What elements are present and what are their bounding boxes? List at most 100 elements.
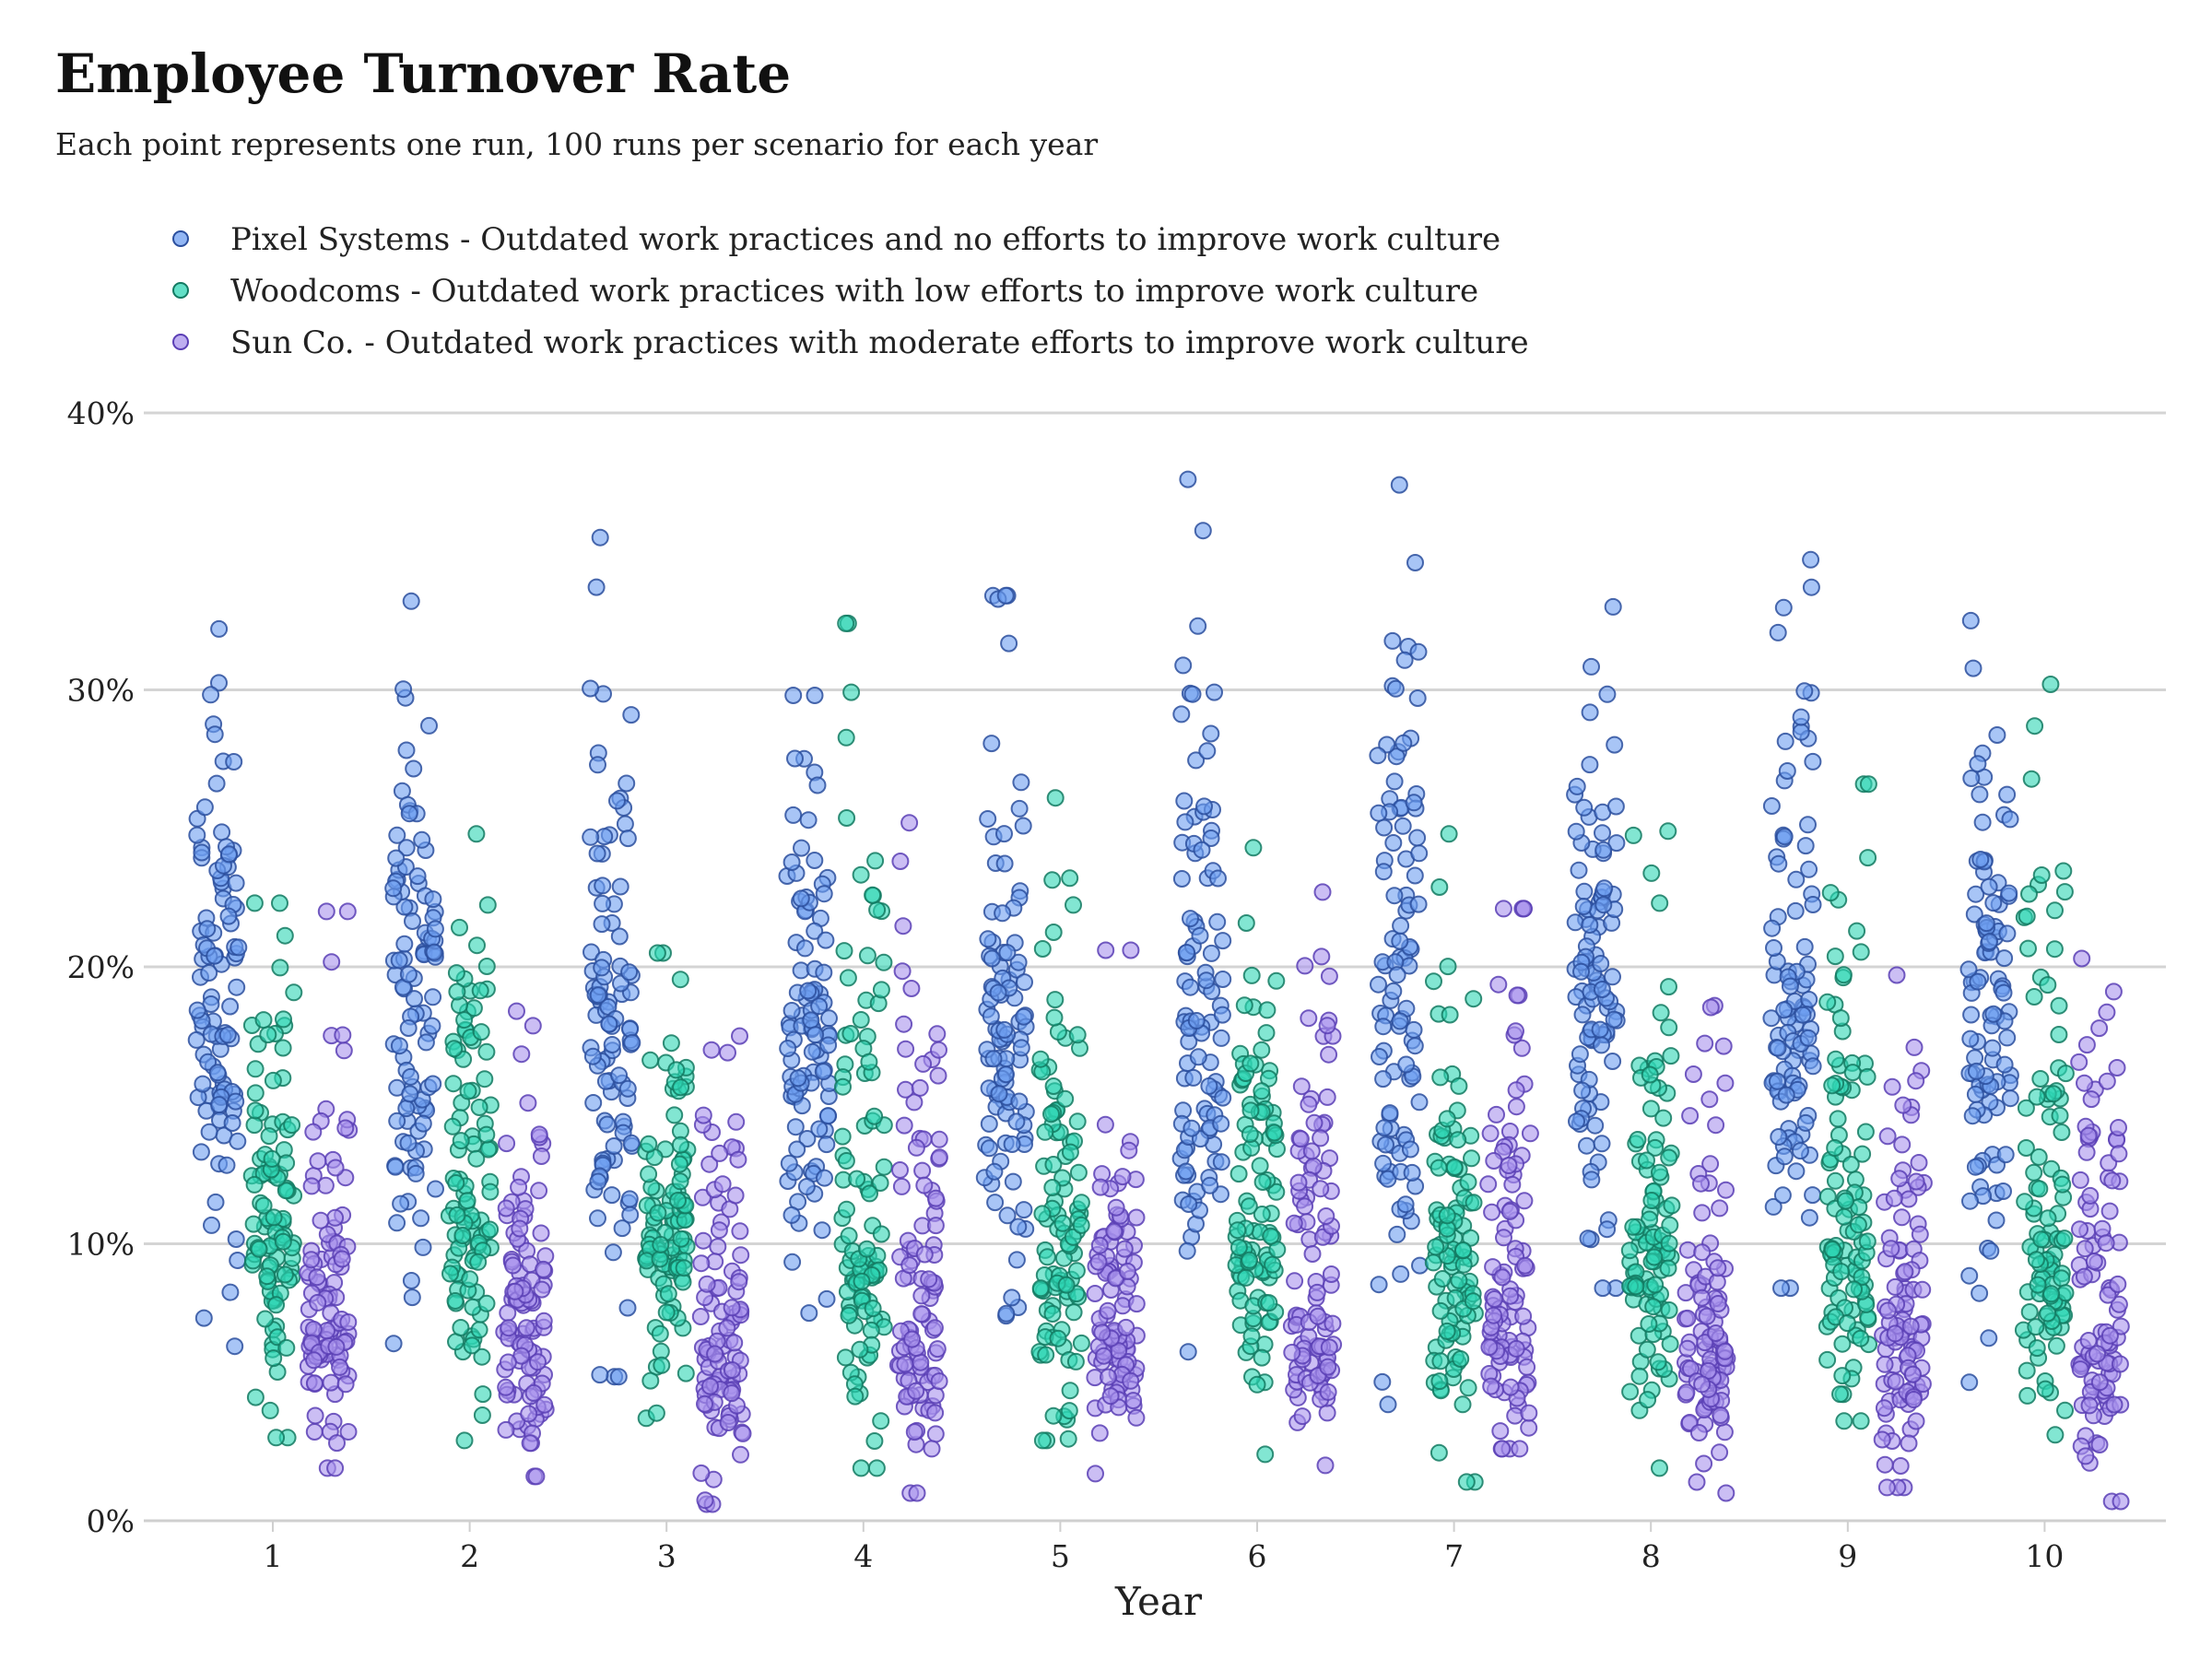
- scatter-point: [1693, 1288, 1712, 1307]
- scatter-point: [1067, 1262, 1086, 1280]
- scatter-point: [1445, 1158, 1464, 1176]
- scatter-point: [1172, 870, 1191, 888]
- scatter-point: [401, 1085, 419, 1103]
- scatter-point: [2030, 1147, 2048, 1166]
- legend-marker: [172, 334, 189, 350]
- scatter-point: [1493, 1268, 1512, 1287]
- x-tick-label: 7: [1444, 1538, 1464, 1574]
- scatter-point: [302, 1251, 321, 1269]
- scatter-point: [1320, 967, 1338, 985]
- y-tick-label: 20%: [67, 949, 135, 985]
- scatter-point: [1995, 949, 2014, 968]
- scatter-point: [1253, 1206, 1271, 1223]
- scatter-point: [2028, 1339, 2046, 1358]
- scatter-point: [731, 1027, 748, 1045]
- scatter-point: [2046, 901, 2064, 920]
- scatter-point: [2053, 1269, 2071, 1288]
- scatter-point: [1452, 1350, 1470, 1368]
- scatter-point: [1641, 1100, 1660, 1118]
- scatter-point: [698, 1275, 716, 1293]
- scatter-point: [497, 1378, 515, 1396]
- x-axis: 1 2 3 4 5 6 7 8 9 10: [264, 1521, 2064, 1574]
- scatter-point: [1180, 1195, 1198, 1213]
- scatter-point: [1904, 1365, 1922, 1383]
- scatter-point: [423, 1017, 441, 1035]
- scatter-point: [814, 1063, 832, 1081]
- scatter-point: [1488, 1105, 1505, 1124]
- scatter-point: [1373, 1372, 1392, 1391]
- scatter-point: [1660, 978, 1677, 996]
- scatter-point: [245, 894, 264, 912]
- scatter-point: [780, 1154, 798, 1172]
- scatter-point: [274, 1039, 292, 1057]
- scatter-point: [260, 1127, 278, 1146]
- scatter-point: [928, 1025, 947, 1043]
- scatter-point: [1888, 966, 1906, 984]
- scatter-point: [672, 1230, 690, 1248]
- scatter-point: [308, 1268, 326, 1287]
- scatter-point: [1660, 1301, 1678, 1319]
- scatter-point: [1374, 1018, 1393, 1036]
- scatter-point: [1695, 1454, 1713, 1473]
- scatter-point: [996, 586, 1015, 605]
- scatter-point: [1004, 1172, 1022, 1191]
- scatter-point: [527, 1467, 546, 1486]
- scatter-point: [1969, 972, 1987, 991]
- scatter-point: [1988, 726, 2006, 744]
- scatter-point: [322, 1373, 340, 1392]
- scatter-point: [1007, 1112, 1026, 1131]
- scatter-point: [1995, 1055, 2014, 1074]
- scatter-point: [218, 1156, 236, 1174]
- scatter-point: [1681, 1107, 1700, 1125]
- scatter-point: [1575, 882, 1594, 900]
- scatter-point: [1792, 723, 1810, 741]
- scatter-point: [210, 1096, 229, 1114]
- scatter-point: [1479, 1175, 1498, 1194]
- scatter-point: [1087, 1465, 1104, 1483]
- scatter-point: [929, 1066, 947, 1085]
- scatter-point: [1118, 1262, 1136, 1280]
- scatter-point: [623, 1033, 641, 1052]
- scatter-point: [930, 1372, 948, 1391]
- scatter-point: [1309, 1307, 1327, 1325]
- scatter-point: [1409, 642, 1428, 661]
- scatter-point: [328, 1434, 346, 1453]
- scatter-point: [980, 1114, 998, 1133]
- scatter-point: [2105, 1395, 2124, 1414]
- scatter-point: [1124, 1392, 1143, 1410]
- scatter-point: [905, 1423, 924, 1441]
- scatter-point: [732, 1246, 750, 1265]
- scatter-point: [1059, 1430, 1077, 1448]
- scatter-point: [731, 1222, 749, 1241]
- scatter-point: [2077, 1143, 2096, 1161]
- scatter-point: [1606, 735, 1624, 754]
- scatter-point: [980, 1139, 998, 1158]
- scatter-point: [1574, 898, 1593, 915]
- scatter-point: [1317, 1207, 1335, 1225]
- scatter-point: [1258, 1001, 1277, 1019]
- scatter-point: [1390, 476, 1408, 494]
- scatter-point: [384, 879, 403, 898]
- scatter-point: [1799, 1029, 1818, 1047]
- scatter-point: [2020, 885, 2038, 903]
- scatter-point: [2070, 1053, 2088, 1071]
- scatter-point: [477, 958, 496, 975]
- scatter-point: [1693, 1375, 1712, 1394]
- scatter-point: [244, 1215, 263, 1233]
- scatter-point: [447, 1174, 465, 1192]
- scatter-point: [589, 986, 607, 1005]
- scatter-point: [1907, 1172, 1925, 1191]
- scatter-point: [406, 1164, 425, 1182]
- scatter-point: [339, 1313, 358, 1331]
- scatter-point: [1179, 470, 1197, 488]
- scatter-point: [1286, 1272, 1304, 1290]
- scatter-point: [872, 1412, 890, 1430]
- scatter-point: [1371, 1048, 1388, 1065]
- scatter-point: [1998, 1029, 2017, 1047]
- scatter-point: [1244, 839, 1263, 857]
- scatter-point: [1878, 1127, 1897, 1146]
- scatter-point: [810, 997, 829, 1016]
- legend-label: Pixel Systems - Outdated work practices …: [230, 221, 1500, 258]
- scatter-point: [1878, 1301, 1897, 1320]
- scatter-point: [1115, 1240, 1134, 1258]
